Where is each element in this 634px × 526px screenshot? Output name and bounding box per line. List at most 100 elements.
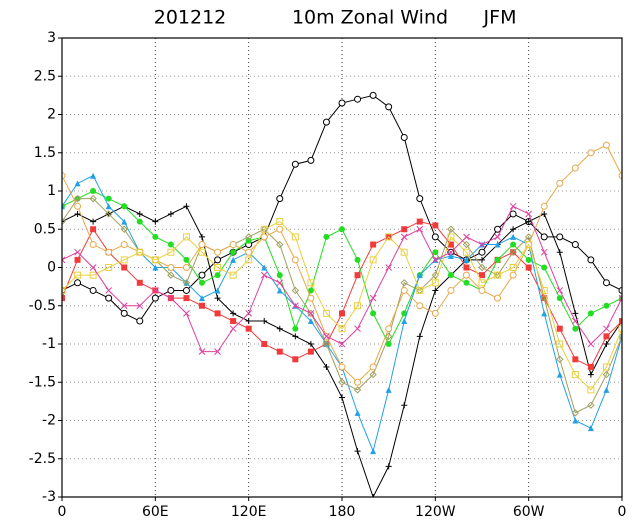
marker <box>479 256 485 263</box>
marker <box>478 241 486 248</box>
marker <box>245 325 252 332</box>
y-tick-label: 0 <box>47 260 56 276</box>
marker <box>214 310 221 317</box>
marker <box>136 210 143 217</box>
marker <box>447 241 454 248</box>
marker <box>494 256 501 263</box>
marker <box>73 194 82 203</box>
marker <box>571 409 580 417</box>
marker <box>198 241 206 249</box>
marker <box>167 210 174 217</box>
marker <box>370 448 377 455</box>
marker <box>478 263 486 272</box>
marker <box>571 241 579 249</box>
marker <box>62 286 66 294</box>
marker <box>431 271 440 279</box>
marker <box>167 286 175 294</box>
marker <box>494 294 502 302</box>
marker <box>509 264 517 271</box>
marker <box>322 118 330 126</box>
marker <box>385 325 393 333</box>
marker <box>618 294 622 302</box>
marker <box>214 295 221 302</box>
marker <box>136 279 143 286</box>
marker <box>571 164 579 172</box>
marker <box>339 226 345 233</box>
marker <box>572 325 579 332</box>
y-tick-label: 0.5 <box>34 221 56 237</box>
marker <box>229 241 237 249</box>
marker <box>291 256 299 264</box>
marker <box>463 256 470 263</box>
y-tick-label: 1.5 <box>34 145 56 161</box>
x-tick-label: 0 <box>58 504 67 520</box>
marker <box>198 271 206 279</box>
marker <box>603 333 610 340</box>
marker <box>229 325 237 333</box>
y-tick-label: -0.5 <box>29 298 56 314</box>
marker <box>602 279 610 287</box>
marker <box>556 340 564 348</box>
marker <box>416 286 424 294</box>
marker <box>431 279 439 287</box>
marker <box>556 371 563 378</box>
marker <box>478 279 486 287</box>
marker <box>62 217 66 226</box>
marker <box>307 156 315 164</box>
marker <box>307 310 315 317</box>
marker <box>587 386 595 394</box>
marker <box>323 233 330 240</box>
marker <box>509 210 517 218</box>
marker <box>338 99 346 107</box>
marker <box>447 253 454 260</box>
marker <box>541 210 548 217</box>
marker <box>618 286 622 294</box>
marker <box>494 225 502 233</box>
marker <box>338 378 346 386</box>
marker <box>384 332 393 341</box>
marker <box>541 264 548 271</box>
marker <box>369 294 377 302</box>
y-tick-label: 2 <box>47 107 56 123</box>
marker <box>183 256 190 263</box>
marker <box>322 309 330 317</box>
marker <box>400 133 408 141</box>
marker <box>276 348 283 355</box>
marker <box>602 363 610 371</box>
marker <box>587 401 595 409</box>
marker <box>370 241 377 248</box>
marker <box>74 256 81 263</box>
plot-area <box>62 91 622 497</box>
marker <box>89 264 97 271</box>
marker <box>245 318 252 325</box>
marker <box>261 318 268 325</box>
marker <box>572 417 579 424</box>
axes: 32.521.510.50-0.5-1-1.5-2-2.5-30 60E 120E 1… <box>29 30 627 520</box>
marker <box>571 317 579 325</box>
marker <box>354 448 361 455</box>
marker <box>509 202 517 210</box>
marker <box>90 226 97 233</box>
y-tick-label: 3 <box>47 30 56 46</box>
y-tick-label: -2 <box>42 413 56 429</box>
marker <box>291 302 299 310</box>
marker <box>587 425 594 432</box>
marker <box>353 386 362 394</box>
marker <box>90 172 97 179</box>
marker <box>291 160 299 168</box>
marker <box>587 363 594 370</box>
marker <box>105 294 113 302</box>
marker <box>525 256 532 263</box>
marker <box>369 370 377 379</box>
marker <box>89 194 97 203</box>
marker <box>510 226 517 233</box>
marker <box>370 310 377 317</box>
marker <box>370 494 377 497</box>
marker <box>199 233 205 240</box>
marker <box>260 233 268 241</box>
marker <box>276 287 283 294</box>
marker <box>121 264 128 271</box>
marker <box>556 233 564 241</box>
marker <box>618 172 622 180</box>
marker <box>276 218 284 226</box>
